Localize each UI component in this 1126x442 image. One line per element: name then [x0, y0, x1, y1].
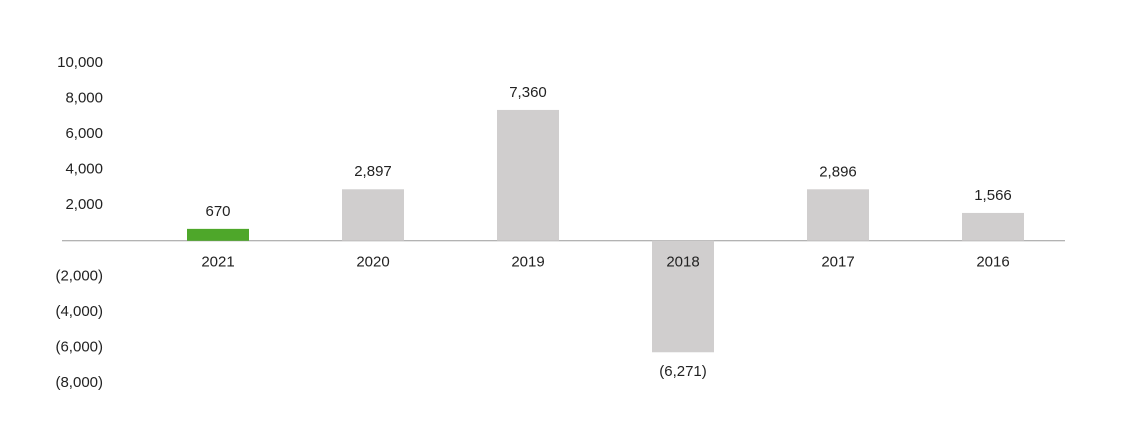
bar — [962, 212, 1024, 241]
y-tick-label: (8,000) — [55, 374, 103, 391]
y-tick-label: 4,000 — [65, 161, 103, 178]
value-label: 670 — [205, 203, 230, 220]
x-tick-label: 2018 — [666, 254, 699, 271]
y-tick-label: (2,000) — [55, 267, 103, 284]
y-tick-label: (6,000) — [55, 338, 103, 355]
bar — [652, 240, 714, 353]
x-tick-label: 2019 — [511, 254, 544, 271]
bar — [187, 228, 249, 241]
y-tick-label: (4,000) — [55, 303, 103, 320]
value-label: 7,360 — [509, 84, 547, 101]
bar — [342, 189, 404, 241]
x-tick-label: 2016 — [976, 254, 1009, 271]
bar — [807, 189, 869, 241]
value-label: 1,566 — [974, 187, 1012, 204]
value-label: (6,271) — [659, 363, 707, 380]
y-tick-label: 10,000 — [57, 54, 103, 71]
y-tick-label: 2,000 — [65, 196, 103, 213]
value-label: 2,896 — [819, 163, 857, 180]
x-tick-label: 2017 — [821, 254, 854, 271]
x-tick-label: 2021 — [201, 254, 234, 271]
value-label: 2,897 — [354, 163, 392, 180]
y-tick-label: 8,000 — [65, 90, 103, 107]
y-tick-label: 6,000 — [65, 125, 103, 142]
bar — [497, 109, 559, 241]
x-tick-label: 2020 — [356, 254, 389, 271]
